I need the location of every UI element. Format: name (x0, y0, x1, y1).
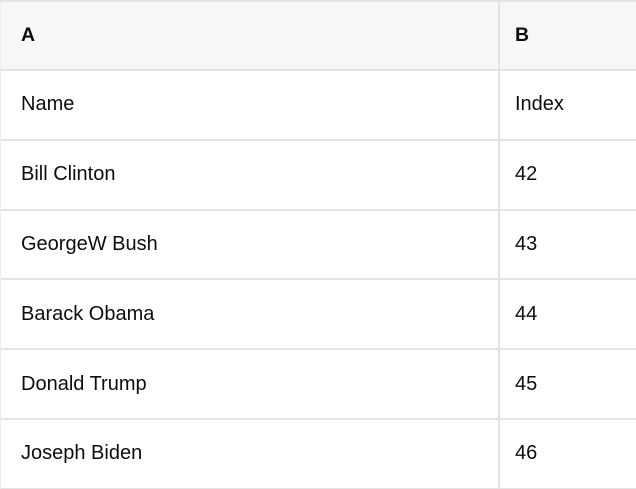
table-cell-name: Barack Obama (1, 279, 500, 351)
table-cell-name: Bill Clinton (1, 139, 500, 211)
column-header-row: A B (1, 2, 636, 71)
table-row: Joseph Biden 46 (1, 418, 636, 489)
table-cell-index: 42 (499, 139, 636, 211)
table-cell-name: Joseph Biden (1, 418, 500, 489)
table-cell-name: Donald Trump (1, 349, 500, 420)
table-body: Name Index Bill Clinton 42 GeorgeW Bush … (1, 70, 636, 489)
column-header-a: A (1, 2, 500, 71)
table-cell-index: 45 (499, 349, 636, 420)
table-row: Barack Obama 44 (1, 279, 636, 351)
table-row: Name Index (1, 70, 636, 141)
table-cell-name: Name (1, 70, 500, 141)
table-row: GeorgeW Bush 43 (1, 209, 636, 281)
table-cell-index: 44 (499, 279, 636, 351)
column-header-b: B (499, 2, 636, 71)
table-row: Donald Trump 45 (1, 349, 636, 420)
table-row: Bill Clinton 42 (1, 139, 636, 211)
table-cell-index: Index (499, 70, 636, 141)
table-cell-index: 43 (499, 209, 636, 281)
table-cell-name: GeorgeW Bush (1, 209, 500, 281)
table-cell-index: 46 (499, 418, 636, 489)
